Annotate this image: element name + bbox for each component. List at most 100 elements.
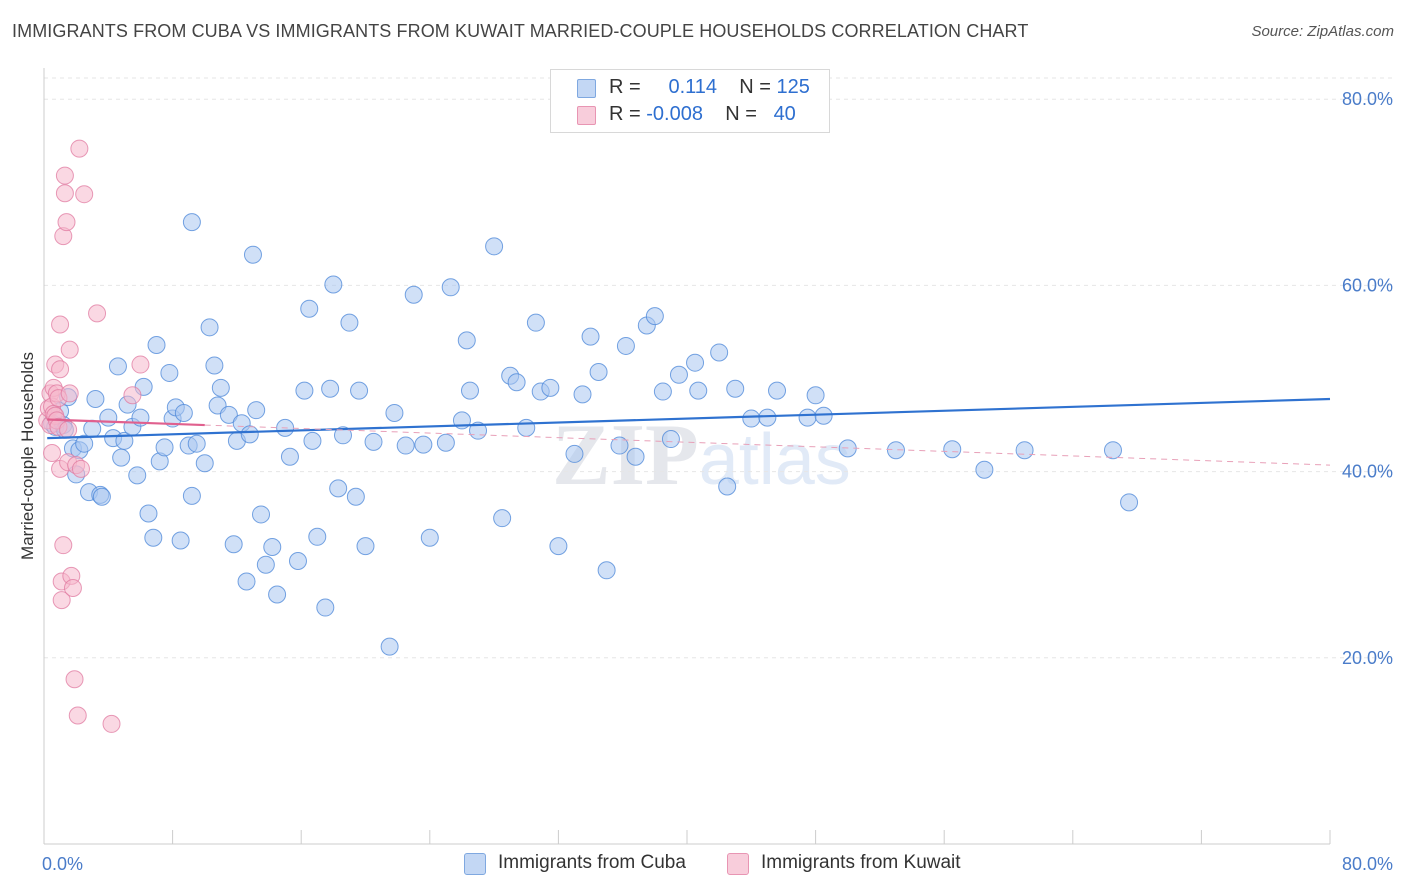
trend-line-kuwait: [47, 418, 205, 427]
point-cuba: [742, 409, 761, 428]
point-cuba: [485, 237, 504, 256]
point-kuwait: [68, 706, 87, 725]
legend-r-value: 0.114: [668, 76, 718, 98]
point-cuba: [886, 441, 905, 460]
point-cuba: [1015, 441, 1034, 460]
point-cuba: [1103, 441, 1122, 460]
point-cuba: [182, 213, 201, 232]
point-cuba: [83, 419, 102, 438]
point-cuba: [573, 385, 592, 404]
point-kuwait: [63, 578, 82, 597]
point-cuba: [256, 555, 275, 574]
point-cuba: [441, 278, 460, 297]
point-cuba: [160, 363, 179, 382]
point-cuba: [758, 408, 777, 427]
point-cuba: [171, 531, 190, 550]
chart-source: Source: ZipAtlas.com: [1251, 23, 1394, 40]
point-cuba: [718, 477, 737, 496]
point-cuba: [385, 403, 404, 422]
point-cuba: [333, 426, 352, 445]
trend-lines: [47, 397, 1331, 466]
point-cuba: [768, 381, 787, 400]
legend-n-label: N =: [725, 103, 757, 125]
point-cuba: [460, 381, 479, 400]
point-cuba: [224, 535, 243, 554]
point-cuba: [517, 418, 536, 437]
point-kuwait: [57, 213, 76, 232]
point-cuba: [616, 336, 635, 355]
point-kuwait: [71, 459, 90, 478]
point-cuba: [814, 406, 833, 425]
point-cuba: [205, 356, 224, 375]
point-kuwait: [131, 355, 150, 374]
point-cuba: [380, 637, 399, 656]
point-cuba: [174, 403, 193, 422]
trend-line-kuwait-extension: [204, 424, 1331, 466]
point-cuba: [128, 466, 147, 485]
point-cuba: [252, 505, 271, 524]
legend-r-value: -0.008: [646, 103, 703, 125]
point-cuba: [626, 447, 645, 466]
point-kuwait: [54, 536, 73, 555]
point-cuba: [346, 487, 365, 506]
x-tick-label: 0.0%: [42, 854, 83, 874]
point-kuwait: [55, 184, 74, 203]
point-cuba: [798, 408, 817, 427]
legend-swatch-cuba: [577, 79, 596, 98]
point-cuba: [589, 363, 608, 382]
point-cuba: [436, 433, 455, 452]
point-cuba: [316, 598, 335, 617]
chart-title: IMMIGRANTS FROM CUBA VS IMMIGRANTS FROM …: [12, 21, 1029, 41]
point-cuba: [661, 430, 680, 449]
point-cuba: [247, 401, 266, 420]
y-tick-label: 60.0%: [1342, 275, 1393, 295]
point-cuba: [321, 379, 340, 398]
point-cuba: [219, 405, 238, 424]
point-cuba: [187, 434, 206, 453]
series-swatch-cuba: [464, 853, 486, 875]
point-cuba: [653, 382, 672, 401]
point-cuba: [139, 504, 158, 523]
data-points: [38, 139, 1139, 733]
point-kuwait: [88, 304, 107, 323]
point-cuba: [340, 313, 359, 332]
point-kuwait: [52, 591, 71, 610]
point-cuba: [108, 357, 127, 376]
legend-r-label: R =: [609, 103, 641, 125]
point-cuba: [92, 487, 111, 506]
point-cuba: [182, 486, 201, 505]
point-cuba: [364, 432, 383, 451]
point-kuwait: [51, 360, 70, 379]
point-cuba: [610, 436, 629, 455]
point-cuba: [75, 434, 94, 453]
point-cuba: [669, 365, 688, 384]
point-cuba: [308, 527, 327, 546]
legend-n-value: 40: [773, 103, 796, 125]
point-cuba: [414, 435, 433, 454]
point-cuba: [507, 373, 526, 392]
point-cuba: [155, 438, 174, 457]
point-cuba: [943, 440, 962, 459]
point-kuwait: [60, 340, 79, 359]
point-kuwait: [70, 139, 89, 158]
point-cuba: [806, 386, 825, 405]
trend-line-cuba: [47, 397, 1331, 440]
point-cuba: [324, 275, 343, 294]
point-cuba: [263, 538, 282, 557]
point-cuba: [237, 572, 256, 591]
point-cuba: [200, 318, 219, 337]
point-kuwait: [59, 420, 78, 439]
series-label-cuba: Immigrants from Cuba: [498, 852, 686, 873]
point-cuba: [645, 307, 664, 326]
point-kuwait: [51, 315, 70, 334]
point-kuwait: [43, 444, 62, 462]
y-tick-label: 20.0%: [1342, 648, 1393, 668]
point-cuba: [726, 379, 745, 398]
grid-lines: [44, 77, 1392, 659]
legend-n-label: N =: [739, 76, 771, 98]
point-cuba: [565, 444, 584, 463]
series-label-kuwait: Immigrants from Kuwait: [761, 852, 961, 873]
legend-text-cuba: R = 0.114 N = 125: [609, 76, 810, 99]
point-cuba: [710, 343, 729, 362]
point-cuba: [457, 331, 476, 350]
